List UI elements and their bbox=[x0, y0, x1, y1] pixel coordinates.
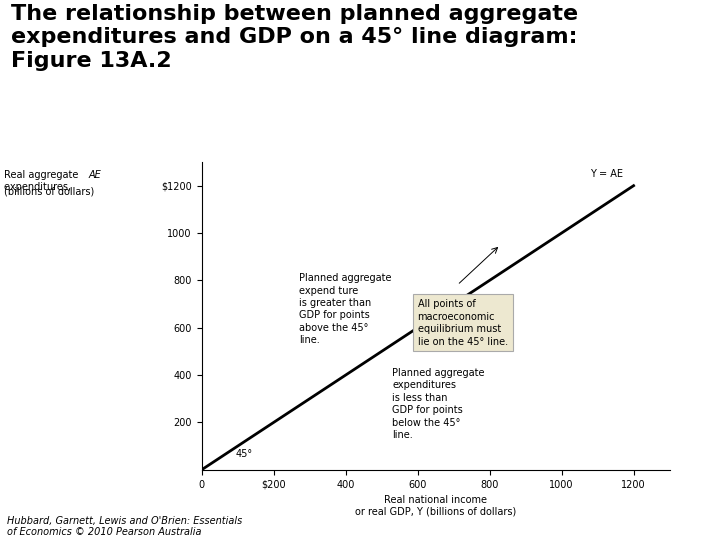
Text: Hubbard, Garnett, Lewis and O'Brien: Essentials
of Economics © 2010 Pearson Aust: Hubbard, Garnett, Lewis and O'Brien: Ess… bbox=[7, 516, 243, 537]
Text: 45°: 45° bbox=[236, 449, 253, 459]
Text: (billions of dollars): (billions of dollars) bbox=[4, 186, 94, 197]
Text: The relationship between planned aggregate
expenditures and GDP on a 45° line di: The relationship between planned aggrega… bbox=[11, 4, 578, 71]
X-axis label: Real national income
or real GDP, Y (billions of dollars): Real national income or real GDP, Y (bil… bbox=[355, 495, 516, 517]
Text: Planned aggregate
expend ture
is greater than
GDP for points
above the 45°
line.: Planned aggregate expend ture is greater… bbox=[299, 273, 391, 345]
Text: AE: AE bbox=[89, 170, 102, 180]
Text: Real aggregate
expenditures,: Real aggregate expenditures, bbox=[4, 170, 78, 192]
Text: Y = AE: Y = AE bbox=[590, 169, 624, 179]
Text: All points of
macroeconomic
equilibrium must
lie on the 45° line.: All points of macroeconomic equilibrium … bbox=[418, 299, 508, 347]
Text: Planned aggregate
expenditures
is less than
GDP for points
below the 45°
line.: Planned aggregate expenditures is less t… bbox=[392, 368, 485, 440]
